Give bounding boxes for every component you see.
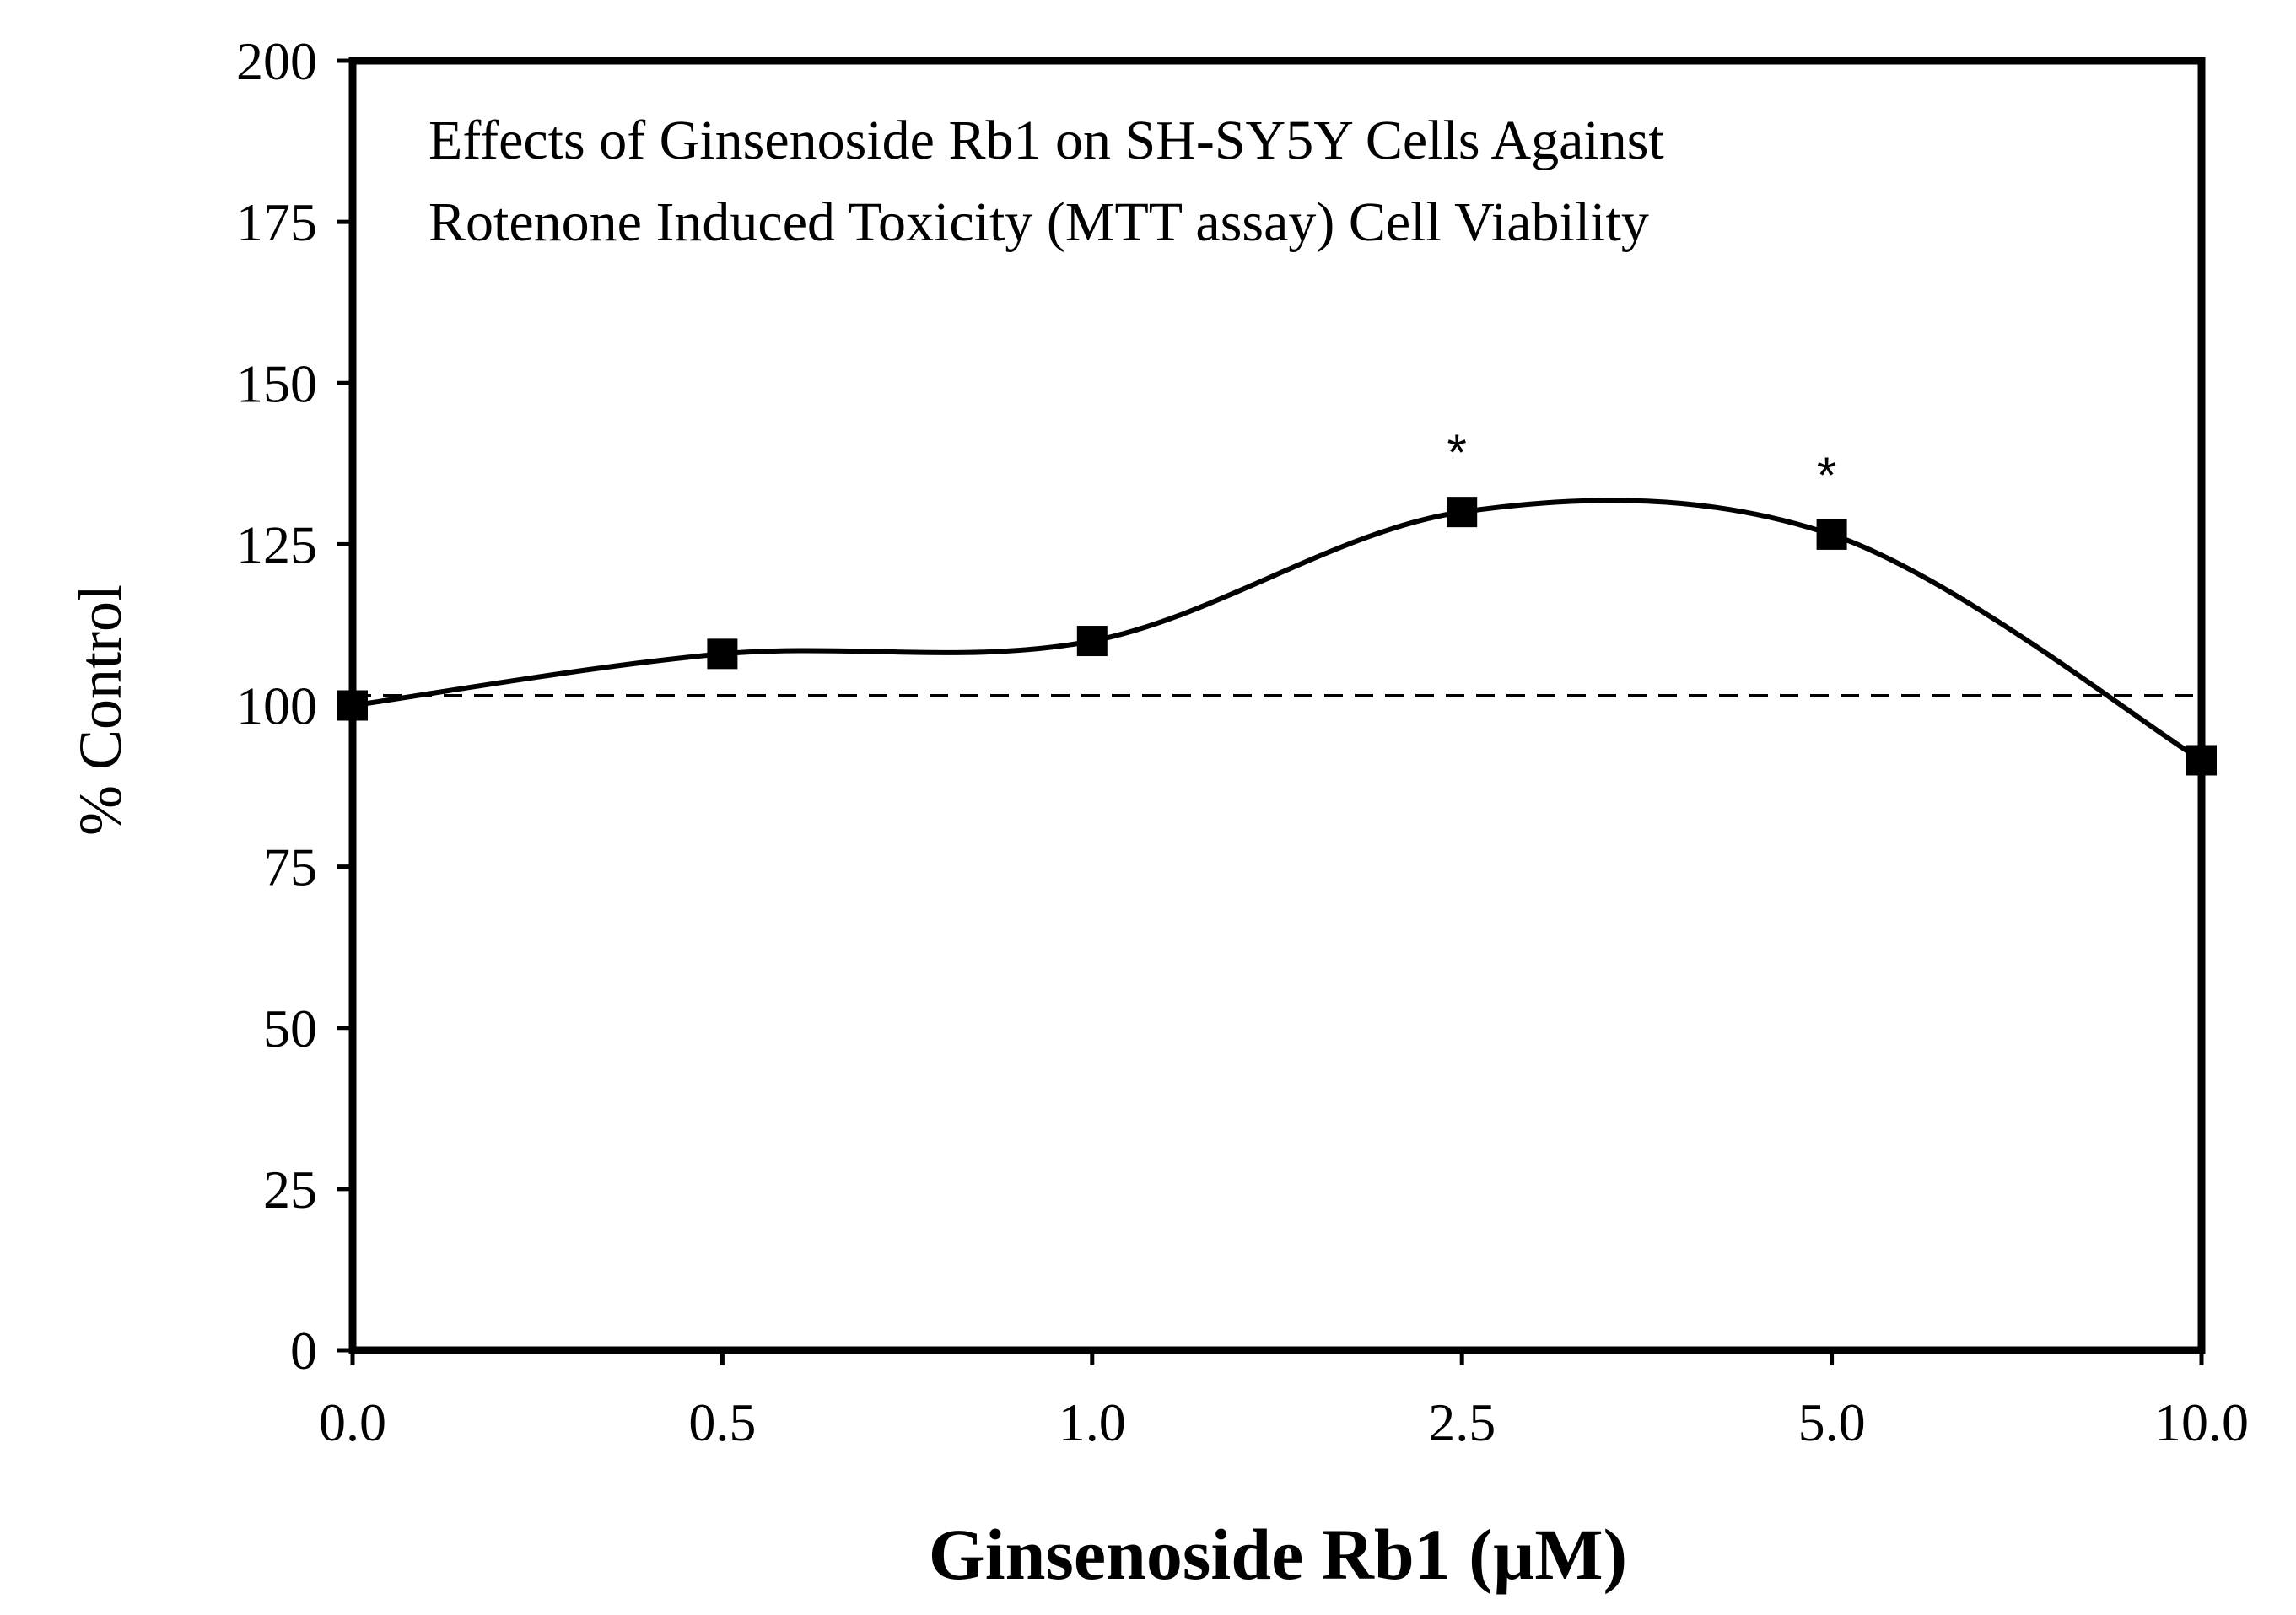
x-tick-label: 0.0: [319, 1392, 386, 1452]
y-axis-title: % Control: [67, 584, 134, 836]
y-tick-label: 25: [263, 1160, 317, 1219]
y-tick-label: 150: [236, 353, 317, 413]
data-point-marker: [337, 690, 368, 721]
x-tick-label: 0.5: [688, 1392, 756, 1452]
y-tick-label: 50: [263, 999, 317, 1058]
y-tick-label: 75: [263, 837, 317, 897]
x-tick-label: 5.0: [1798, 1392, 1866, 1452]
data-point-marker: [1076, 626, 1108, 657]
data-point-marker: [1816, 519, 1847, 550]
series-line: [350, 498, 2204, 763]
y-tick-label: 125: [236, 514, 317, 574]
series-cell-viability: * *: [337, 424, 2217, 776]
significance-marker: *: [1447, 424, 1467, 481]
y-tick-label: 0: [290, 1321, 317, 1381]
y-tick-label: 100: [236, 676, 317, 736]
chart-title-line-1: Effects of Ginsenoside Rb1 on SH-SY5Y Ce…: [428, 110, 1664, 171]
x-axis: 0.0 0.5 1.0 2.5 5.0 10.0: [319, 1350, 2249, 1452]
chart-title-line-2: Rotenone Induced Toxicity (MTT assay) Ce…: [428, 191, 1649, 253]
y-axis: 0 25 50 75 100 125 150 175 200: [236, 31, 353, 1381]
data-point-marker: [2186, 745, 2217, 776]
y-tick-label: 200: [236, 31, 317, 91]
x-tick-label: 1.0: [1059, 1392, 1126, 1452]
x-tick-label: 10.0: [2154, 1392, 2249, 1452]
y-tick-label: 175: [236, 192, 317, 252]
chart-text: Effects of Ginsenoside Rb1 on SH-SY5Y Ce…: [67, 110, 1664, 1595]
x-tick-label: 2.5: [1428, 1392, 1496, 1452]
data-point-marker: [707, 638, 738, 670]
x-axis-title: Ginsenoside Rb1 (µM): [929, 1514, 1627, 1595]
significance-marker: *: [1817, 447, 1836, 503]
data-point-marker: [1447, 497, 1478, 528]
